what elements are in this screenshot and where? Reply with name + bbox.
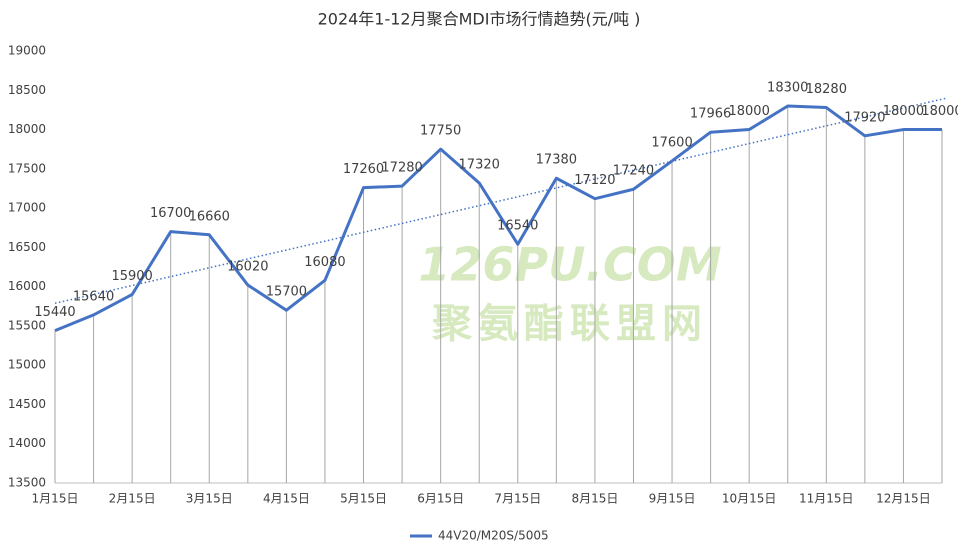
data-label: 17320 [459,157,500,172]
chart-title: 2024年1-12月聚合MDI市场行情趋势(元/吨 ) [318,10,641,29]
data-label: 15440 [34,305,75,320]
trendline [54,97,947,304]
y-tick-label: 17500 [8,161,46,175]
data-label: 15640 [73,289,114,304]
series-line [54,104,942,333]
x-tick-label: 3月15日 [186,492,233,506]
data-label: 18000 [883,104,924,119]
x-tick-label: 6月15日 [417,492,464,506]
y-tick-label: 17000 [8,201,46,215]
y-tick-label: 16500 [8,240,46,254]
data-label: 17600 [651,135,692,150]
y-tick-label: 19000 [8,44,46,58]
x-tick-label: 2月15日 [109,492,156,506]
data-label: 17380 [536,153,577,168]
data-label: 16660 [189,209,230,224]
x-tick-label: 7月15日 [494,492,541,506]
data-label: 17240 [613,164,654,179]
data-label: 18300 [767,80,808,95]
y-tick-label: 15000 [8,358,46,372]
x-tick-label: 12月15日 [876,492,931,506]
data-label: 16020 [227,260,268,275]
data-label: 18000 [921,104,958,119]
y-tick-label: 18500 [8,83,46,97]
x-tick-label: 10月15日 [722,492,777,506]
x-tick-label: 5月15日 [340,492,387,506]
y-tick-label: 14500 [8,397,46,411]
legend-label: 44V20/M20S/5005 [438,529,549,543]
data-label: 16700 [150,206,191,221]
x-tick-label: 1月15日 [32,492,79,506]
y-tick-label: 13500 [8,476,46,490]
data-label: 16080 [304,255,345,270]
data-label: 15700 [266,285,307,300]
data-label: 17750 [420,124,461,139]
data-label: 18000 [728,104,769,119]
watermark: 126PU.COM [418,238,721,292]
watermark: 聚氨酯联盟网 [431,301,708,347]
x-tick-label: 11月15日 [799,492,854,506]
y-tick-label: 14000 [8,436,46,450]
x-tick-label: 8月15日 [571,492,618,506]
y-tick-label: 18000 [8,122,46,136]
x-tick-label: 9月15日 [649,492,696,506]
data-label: 15900 [111,269,152,284]
data-label: 17920 [844,110,885,125]
x-tick-label: 4月15日 [263,492,310,506]
y-tick-label: 15500 [8,318,46,332]
data-label: 17966 [690,107,731,122]
data-label: 17280 [381,161,422,176]
y-tick-label: 16000 [8,279,46,293]
data-label: 17260 [343,162,384,177]
data-label: 16540 [497,219,538,234]
data-label: 17120 [574,173,615,188]
data-label: 18280 [806,82,847,97]
